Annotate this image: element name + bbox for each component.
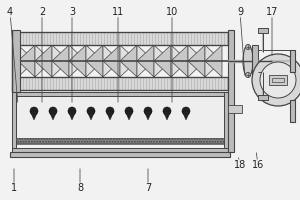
Text: 2: 2 (39, 7, 45, 17)
Polygon shape (171, 45, 188, 77)
Polygon shape (68, 111, 76, 120)
Bar (252, 45, 258, 77)
Polygon shape (18, 45, 35, 77)
Polygon shape (49, 111, 57, 120)
Polygon shape (103, 45, 120, 77)
Bar (16, 96, 224, 144)
Polygon shape (120, 45, 137, 77)
Polygon shape (154, 45, 171, 77)
Bar (12, 92, 228, 96)
Circle shape (49, 107, 57, 115)
Polygon shape (125, 111, 133, 120)
Bar (228, 105, 242, 113)
Polygon shape (154, 45, 171, 77)
Bar (12, 148, 228, 152)
Circle shape (106, 107, 114, 115)
Polygon shape (69, 45, 86, 77)
Circle shape (252, 54, 300, 106)
Bar (224, 92, 228, 152)
Circle shape (182, 107, 190, 115)
Polygon shape (182, 111, 190, 120)
Polygon shape (163, 111, 171, 120)
Polygon shape (87, 111, 95, 120)
Text: 8: 8 (77, 183, 83, 193)
Circle shape (125, 107, 133, 115)
Bar (290, 100, 295, 122)
Circle shape (163, 107, 171, 115)
Polygon shape (69, 45, 86, 77)
Bar (12, 92, 16, 152)
Polygon shape (106, 111, 114, 120)
Polygon shape (35, 45, 52, 77)
Polygon shape (86, 45, 103, 77)
Polygon shape (52, 45, 69, 77)
Bar (18, 32, 228, 45)
Polygon shape (137, 45, 154, 77)
Text: 17: 17 (266, 7, 278, 17)
Circle shape (245, 45, 250, 49)
Ellipse shape (243, 45, 253, 77)
Bar (258, 95, 268, 100)
Polygon shape (103, 45, 120, 77)
Bar (18, 77, 228, 90)
Polygon shape (188, 45, 205, 77)
Circle shape (144, 107, 152, 115)
Text: 10: 10 (166, 7, 178, 17)
Text: 1: 1 (11, 183, 17, 193)
Bar (269, 75, 287, 85)
Bar (18, 32, 228, 45)
Polygon shape (205, 45, 222, 77)
Circle shape (30, 107, 38, 115)
Polygon shape (18, 45, 35, 77)
Circle shape (260, 62, 296, 98)
Circle shape (245, 72, 250, 77)
Bar (18, 77, 228, 90)
Circle shape (87, 107, 95, 115)
Polygon shape (52, 45, 69, 77)
Bar (258, 28, 268, 33)
Polygon shape (188, 45, 205, 77)
Polygon shape (30, 111, 38, 120)
Polygon shape (35, 45, 52, 77)
Text: 11: 11 (112, 7, 124, 17)
Polygon shape (205, 45, 222, 77)
Polygon shape (120, 45, 137, 77)
Polygon shape (137, 45, 154, 77)
Polygon shape (144, 111, 152, 120)
Text: 3: 3 (69, 7, 75, 17)
Text: 9: 9 (237, 7, 243, 17)
Text: 4: 4 (7, 7, 13, 17)
Bar (290, 50, 295, 72)
Text: 18: 18 (234, 160, 246, 170)
Polygon shape (171, 45, 188, 77)
Bar (10, 152, 230, 157)
Bar (16, 138, 224, 143)
Bar (228, 30, 234, 152)
Text: 16: 16 (252, 160, 264, 170)
Polygon shape (86, 45, 103, 77)
Circle shape (68, 107, 76, 115)
Bar (12, 30, 20, 92)
Text: 7: 7 (145, 183, 151, 193)
